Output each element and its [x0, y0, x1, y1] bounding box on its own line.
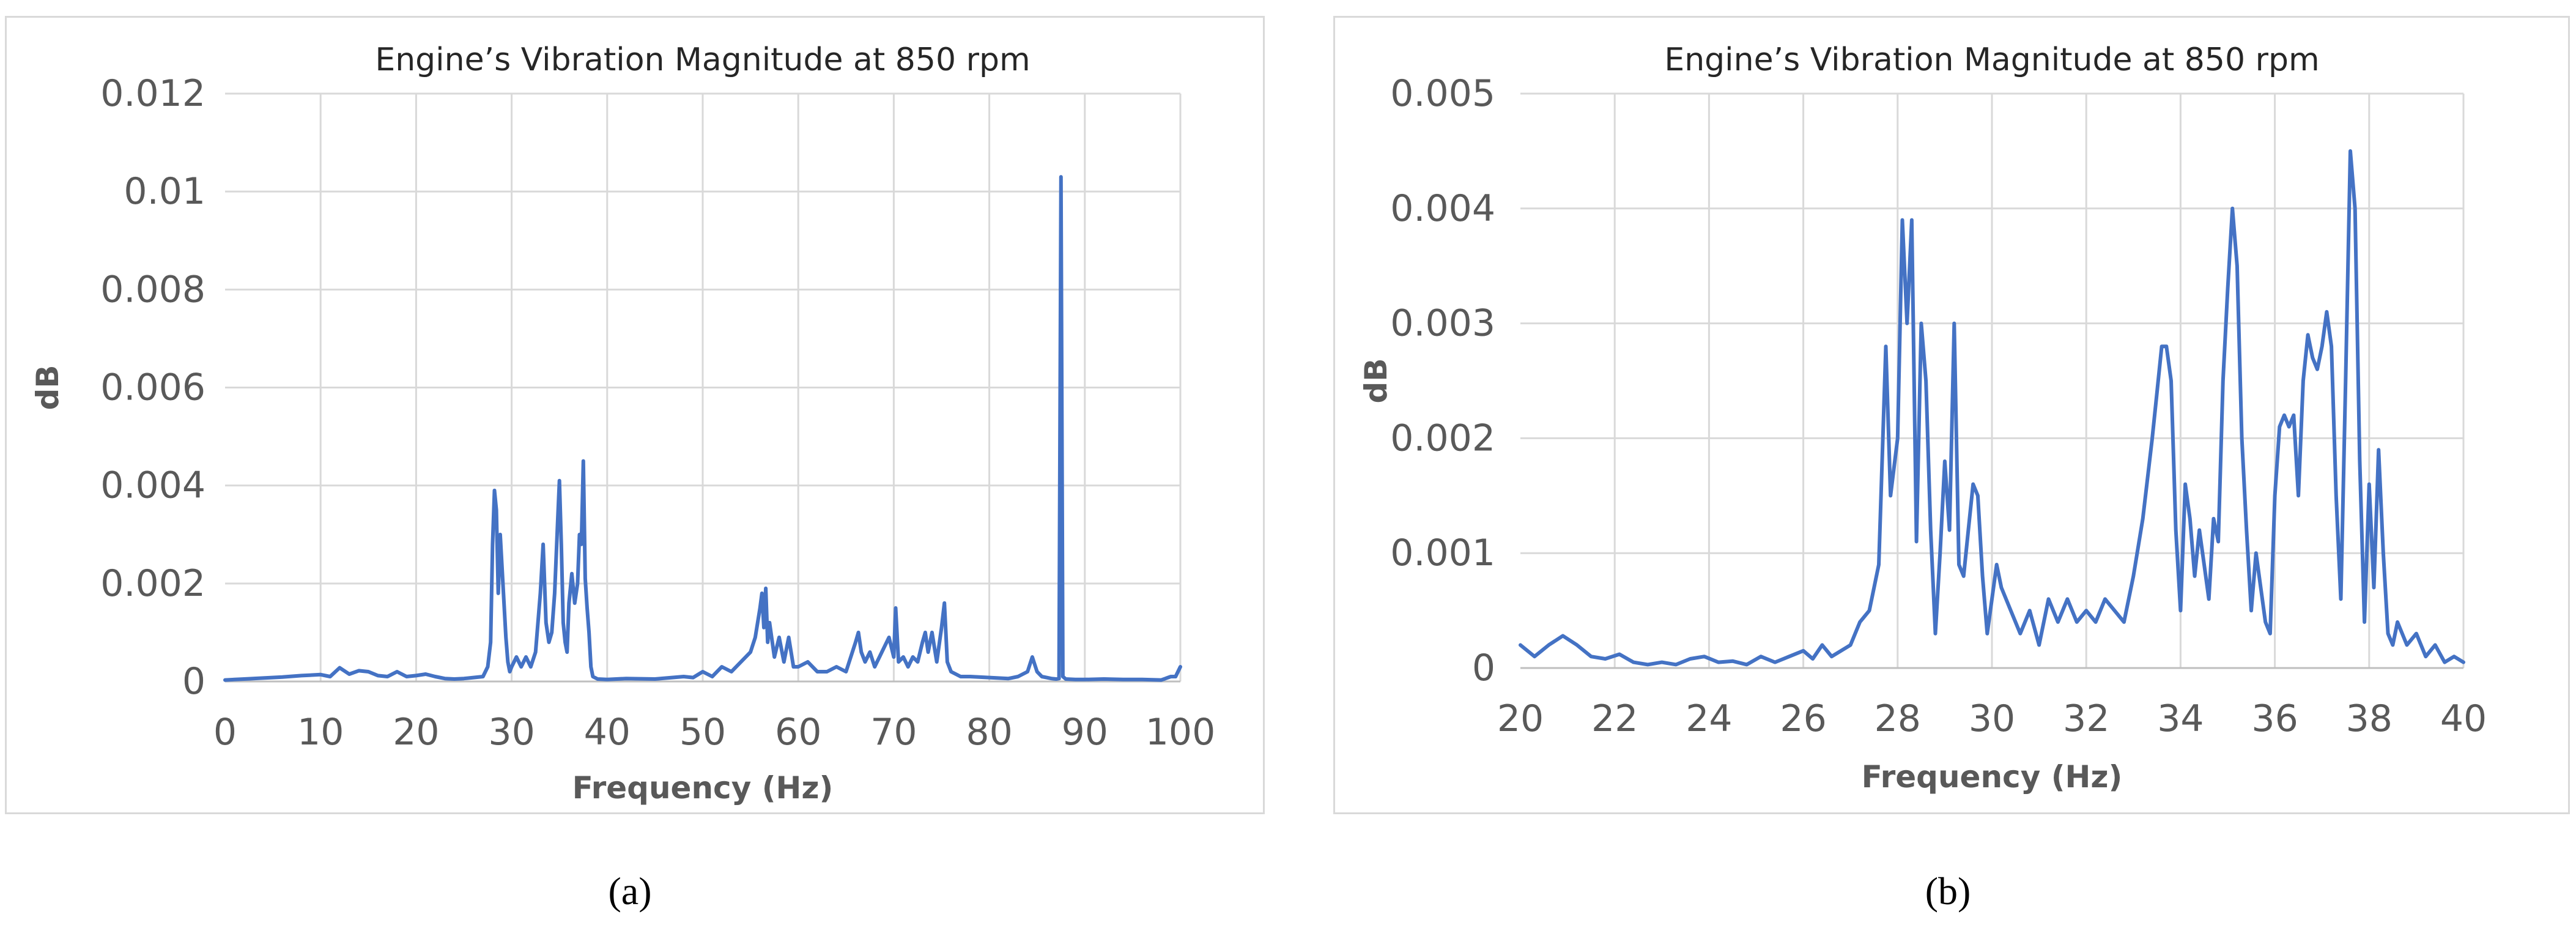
- chart-a-xtick: 40: [584, 711, 631, 754]
- chart-a-xtick: 0: [213, 711, 237, 754]
- chart-b-ytick: 0.004: [1390, 187, 1495, 230]
- chart-a-xtick: 90: [1062, 711, 1108, 754]
- chart-b-title: Engine’s Vibration Magnitude at 850 rpm: [1664, 42, 2319, 78]
- chart-b-ytick: 0: [1472, 647, 1495, 689]
- chart-b-xtick: 34: [2157, 697, 2204, 740]
- chart-a-xtick: 70: [870, 711, 917, 754]
- chart-b-xtick: 28: [1875, 697, 1921, 740]
- chart-a-xtick: 20: [393, 711, 439, 754]
- chart-b-xtick: 38: [2346, 697, 2393, 740]
- chart-panel-a: Engine’s Vibration Magnitude at 850 rpm 0…: [5, 16, 1265, 814]
- chart-a-xtick: 30: [488, 711, 535, 754]
- chart-b-ylabel: dB: [1358, 358, 1394, 404]
- chart-b-xtick: 32: [2063, 697, 2109, 740]
- chart-a-ytick: 0.008: [100, 268, 205, 311]
- chart-a-title: Engine’s Vibration Magnitude at 850 rpm: [375, 42, 1030, 78]
- chart-b-xtick: 22: [1591, 697, 1638, 740]
- chart-b-xtick: 40: [2440, 697, 2487, 740]
- chart-panel-b: Engine’s Vibration Magnitude at 850 rpm 0…: [1333, 16, 2570, 814]
- chart-a-ytick: 0.012: [100, 72, 205, 115]
- chart-b-ytick: 0.002: [1390, 417, 1495, 459]
- chart-b-xtick: 36: [2251, 697, 2298, 740]
- chart-a-xlabel: Frequency (Hz): [572, 770, 834, 806]
- chart-a-xtick: 100: [1146, 711, 1216, 754]
- chart-b-ytick: 0.003: [1390, 302, 1495, 345]
- chart-b-xtick: 20: [1497, 697, 1544, 740]
- chart-a-ytick: 0.004: [100, 464, 205, 507]
- chart-a-series-line: [223, 175, 1182, 682]
- chart-a-ylabel: dB: [30, 365, 65, 410]
- caption-a: (a): [608, 869, 652, 913]
- chart-b-ytick: 0.005: [1390, 72, 1495, 115]
- chart-b-xlabel: Frequency (Hz): [1862, 759, 2123, 795]
- chart-b-xtick: 26: [1780, 697, 1826, 740]
- chart-a: Engine’s Vibration Magnitude at 850 rpm 0…: [30, 42, 1216, 806]
- chart-b: Engine’s Vibration Magnitude at 850 rpm 0…: [1358, 42, 2487, 795]
- caption-b: (b): [1925, 869, 1971, 913]
- chart-b-ytick: 0.001: [1390, 532, 1495, 574]
- chart-a-ytick: 0.01: [124, 170, 205, 213]
- chart-b-xtick: 30: [1969, 697, 2015, 740]
- chart-a-xtick: 60: [775, 711, 821, 754]
- chart-a-ytick: 0.002: [100, 562, 205, 605]
- chart-a-ytick: 0: [182, 660, 205, 703]
- chart-a-xtick: 10: [297, 711, 344, 754]
- chart-b-series-line: [1519, 149, 2465, 667]
- chart-a-xtick: 50: [679, 711, 726, 754]
- chart-b-xtick: 24: [1686, 697, 1732, 740]
- chart-a-xtick: 80: [966, 711, 1012, 754]
- chart-a-ytick: 0.006: [100, 366, 205, 409]
